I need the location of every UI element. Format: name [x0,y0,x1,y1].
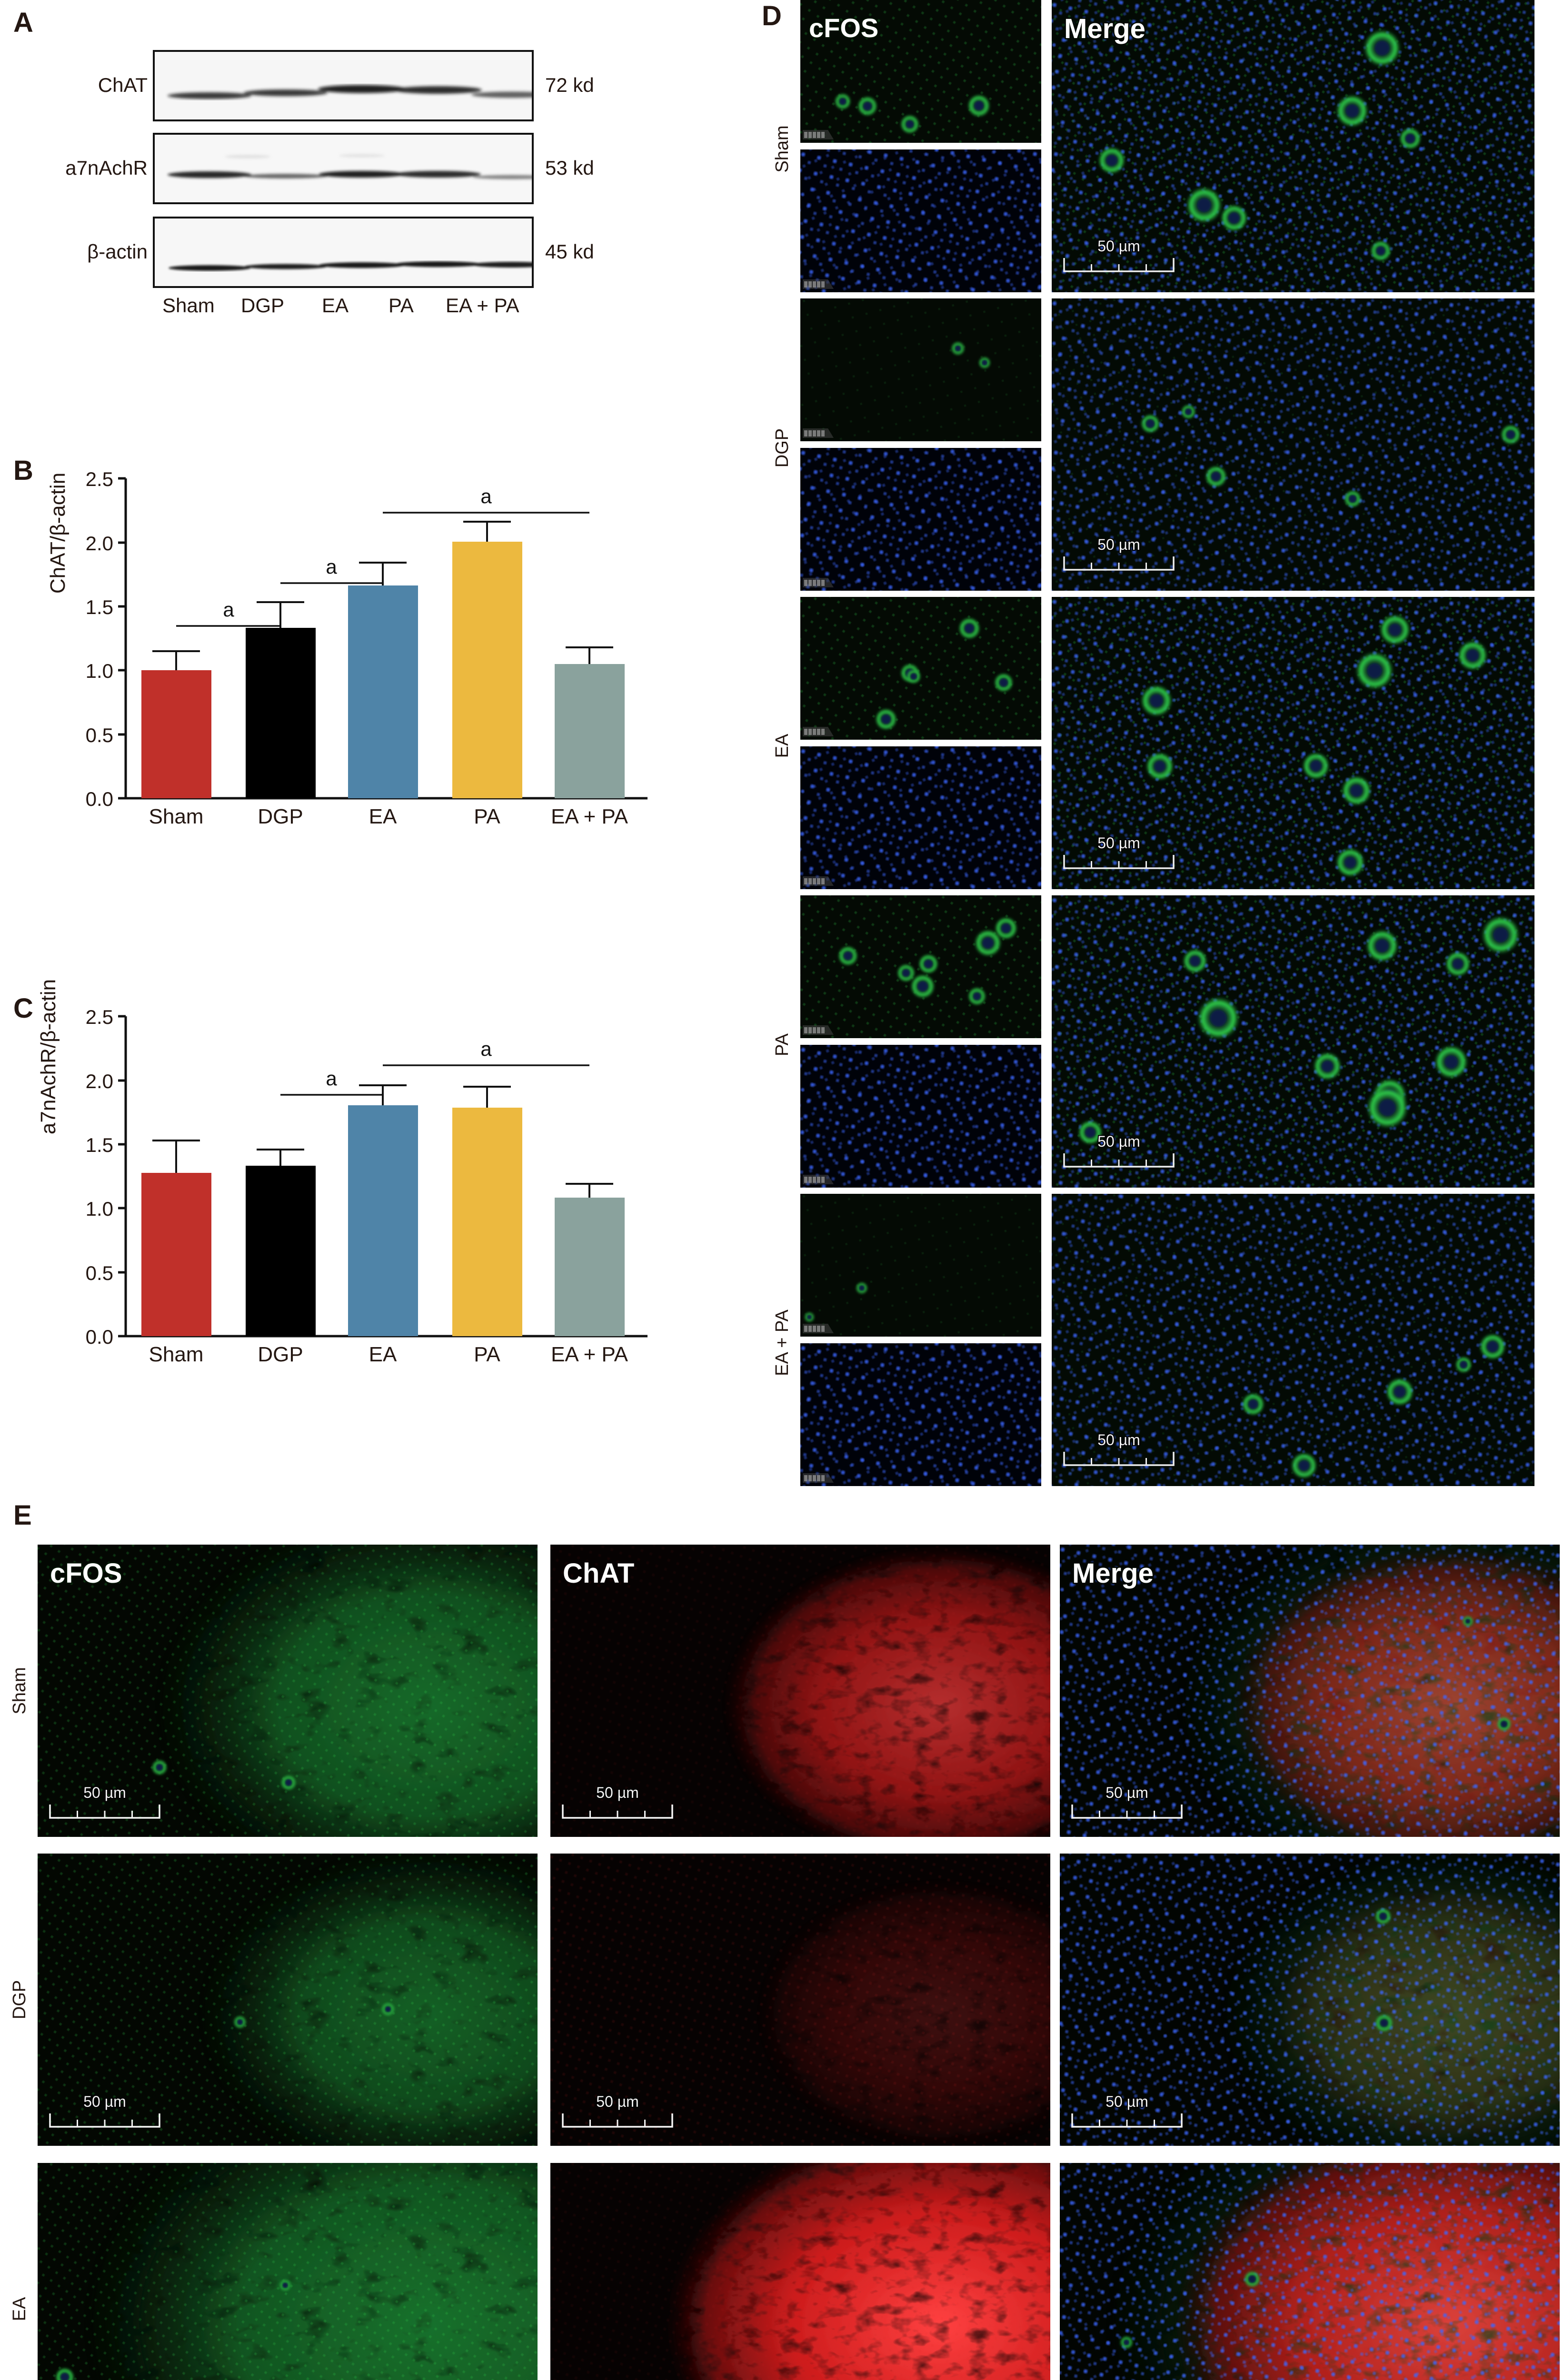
svg-text:2.5: 2.5 [86,1007,113,1028]
svg-text:PA: PA [474,805,500,828]
svg-text:Sham: Sham [149,1343,204,1366]
svg-text:a: a [326,1067,337,1090]
svg-text:50 µm: 50 µm [1097,834,1140,852]
svg-text:0.0: 0.0 [86,788,113,810]
svg-text:a: a [480,485,492,507]
svg-text:0.5: 0.5 [86,724,113,746]
svg-text:EA + PA: EA + PA [551,805,628,828]
svg-text:DGP: DGP [258,805,303,828]
svg-text:1.5: 1.5 [86,596,113,618]
svg-text:2.0: 2.0 [86,1070,113,1092]
svg-text:50 µm: 50 µm [83,2093,126,2110]
svg-text:a: a [223,598,234,621]
svg-text:Sham: Sham [149,805,204,828]
svg-text:50 µm: 50 µm [1106,1784,1148,1801]
svg-text:50 µm: 50 µm [1106,2093,1148,2110]
svg-text:EA: EA [369,1343,397,1366]
svg-text:0.0: 0.0 [86,1326,113,1348]
svg-text:cFOS: cFOS [50,1558,122,1589]
svg-text:2.5: 2.5 [86,469,113,490]
svg-text:EA + PA: EA + PA [551,1343,628,1366]
svg-text:PA: PA [474,1343,500,1366]
svg-text:1.0: 1.0 [86,1198,113,1220]
svg-text:Merge: Merge [1064,13,1146,44]
svg-text:50 µm: 50 µm [596,2093,639,2110]
svg-text:ChAT: ChAT [563,1558,634,1589]
svg-text:50 µm: 50 µm [1097,536,1140,553]
svg-text:2.0: 2.0 [86,532,113,555]
svg-text:cFOS: cFOS [809,13,878,43]
svg-text:1.0: 1.0 [86,660,113,682]
svg-text:a: a [326,555,337,578]
svg-text:a: a [480,1038,492,1060]
svg-text:50 µm: 50 µm [1097,1431,1140,1448]
svg-text:Merge: Merge [1072,1558,1154,1589]
svg-text:EA: EA [369,805,397,828]
svg-text:50 µm: 50 µm [1097,1133,1140,1150]
svg-text:50 µm: 50 µm [596,1784,639,1801]
svg-text:1.5: 1.5 [86,1134,113,1156]
svg-text:DGP: DGP [258,1343,303,1366]
svg-text:50 µm: 50 µm [83,1784,126,1801]
svg-text:50 µm: 50 µm [1097,238,1140,255]
svg-text:0.5: 0.5 [86,1262,113,1284]
